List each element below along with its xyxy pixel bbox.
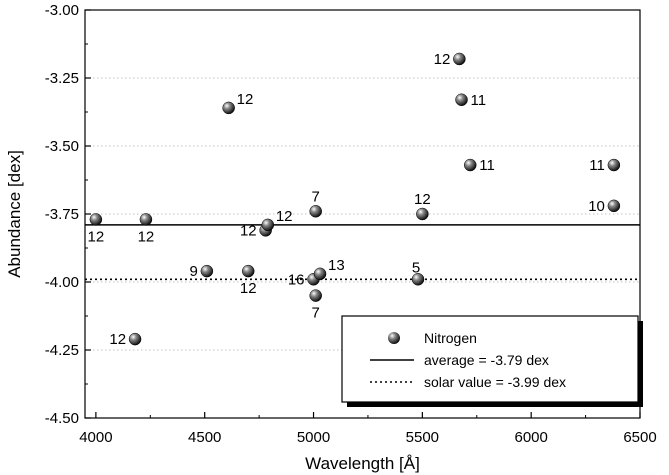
data-point — [416, 207, 429, 221]
data-point — [128, 332, 142, 346]
data-point — [607, 158, 621, 172]
legend-marker-nitrogen — [388, 332, 400, 344]
gridlines — [85, 77, 640, 351]
x-tick-label: 6000 — [514, 429, 547, 446]
point-label: 7 — [312, 188, 320, 205]
legend-box — [341, 315, 639, 403]
y-axis-label: Abundance [dex] — [5, 150, 24, 278]
point-label: 12 — [240, 222, 257, 239]
y-tick-label: -3.75 — [45, 206, 79, 223]
y-tick-label: -3.50 — [45, 138, 79, 155]
data-point — [200, 264, 214, 278]
point-label: 16 — [288, 271, 305, 288]
x-tick-label: 5000 — [297, 429, 330, 446]
data-point — [309, 289, 322, 302]
point-label: 12 — [414, 191, 431, 208]
y-tick-label: -3.25 — [45, 70, 79, 87]
x-tick-label: 4500 — [188, 429, 221, 446]
x-axis-label: Wavelength [Å] — [305, 454, 420, 473]
data-point — [411, 273, 425, 286]
point-label: 12 — [88, 228, 105, 245]
point-label: 11 — [479, 157, 495, 174]
point-label: 10 — [588, 198, 605, 215]
data-point — [89, 213, 103, 226]
data-point — [309, 205, 322, 218]
data-point — [261, 218, 275, 232]
data-point — [607, 199, 621, 213]
data-point — [241, 264, 255, 278]
data-point — [139, 213, 153, 226]
point-label: 5 — [412, 259, 420, 276]
point-label: 12 — [237, 91, 254, 108]
point-label: 12 — [138, 228, 155, 245]
data-point — [313, 267, 327, 281]
point-label: 11 — [589, 157, 605, 174]
reference-lines — [85, 224, 640, 281]
point-label: 12 — [434, 51, 451, 68]
data-point — [453, 52, 466, 66]
point-label: 11 — [471, 92, 487, 109]
legend-label-solar: solar value = -3.99 dex — [424, 374, 566, 390]
x-tick-label: 5500 — [406, 429, 439, 446]
point-label: 12 — [109, 331, 126, 348]
legend: Nitrogen average = -3.79 dex solar value… — [341, 315, 643, 407]
legend-label-average: average = -3.79 dex — [424, 352, 549, 368]
data-point — [455, 93, 468, 107]
y-tick-label: -3.00 — [45, 2, 79, 19]
data-points: 12 12 12 9 12 12 12 12 16 7 7 13 5 12 12 11 11 11 10 — [88, 51, 621, 348]
y-tick-label: -4.25 — [45, 342, 79, 359]
x-tick-label: 6500 — [623, 429, 656, 446]
y-tick-label: -4.50 — [45, 410, 79, 427]
point-label: 9 — [190, 263, 198, 280]
legend-label-nitrogen: Nitrogen — [424, 330, 477, 346]
point-label: 12 — [276, 208, 293, 225]
point-label: 13 — [328, 257, 345, 274]
axis-ticks: 4000 4500 5000 5500 6000 6500 -3.00 -3.25 -3.50 -… — [45, 2, 657, 446]
point-label: 7 — [312, 305, 320, 322]
data-point — [222, 101, 235, 115]
y-tick-label: -4.00 — [45, 274, 79, 291]
data-point — [463, 158, 477, 172]
x-tick-label: 4000 — [79, 429, 112, 446]
point-label: 12 — [240, 280, 257, 297]
